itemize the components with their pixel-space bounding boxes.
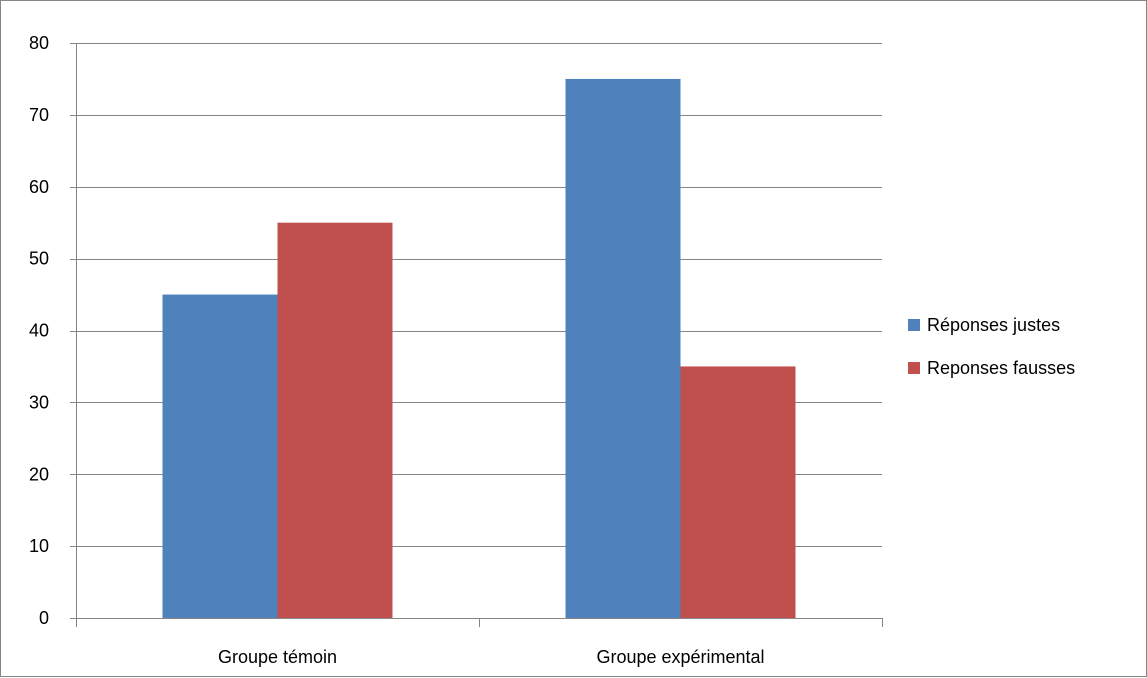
legend: Réponses justes Reponses fausses bbox=[908, 315, 1075, 378]
y-tick-label: 10 bbox=[29, 536, 49, 556]
legend-label: Réponses justes bbox=[927, 315, 1060, 335]
y-tick-label: 20 bbox=[29, 464, 49, 484]
legend-swatch bbox=[908, 319, 920, 331]
x-tick-label: Groupe expérimental bbox=[596, 647, 764, 667]
bar-reponses-justes-groupe-experimental bbox=[565, 78, 681, 618]
y-tick-label: 0 bbox=[39, 608, 49, 628]
bar-reponses-fausses-groupe-experimental bbox=[680, 366, 796, 618]
bar-reponses-justes-groupe-temoin bbox=[162, 294, 278, 618]
bars bbox=[162, 78, 796, 618]
axes bbox=[70, 43, 883, 627]
y-tick-label: 70 bbox=[29, 105, 49, 125]
y-tick-label: 80 bbox=[29, 33, 49, 53]
y-tick-label: 30 bbox=[29, 392, 49, 412]
legend-label: Reponses fausses bbox=[927, 358, 1075, 378]
y-axis-tick-labels: 0 10 20 30 40 50 60 70 80 bbox=[29, 33, 49, 628]
y-tick-label: 50 bbox=[29, 249, 49, 269]
x-axis-tick-labels: Groupe témoin Groupe expérimental bbox=[218, 647, 765, 667]
y-tick-label: 40 bbox=[29, 321, 49, 341]
y-tick-label: 60 bbox=[29, 177, 49, 197]
legend-swatch bbox=[908, 362, 920, 374]
x-tick-label: Groupe témoin bbox=[218, 647, 337, 667]
bar-reponses-fausses-groupe-temoin bbox=[277, 222, 393, 618]
